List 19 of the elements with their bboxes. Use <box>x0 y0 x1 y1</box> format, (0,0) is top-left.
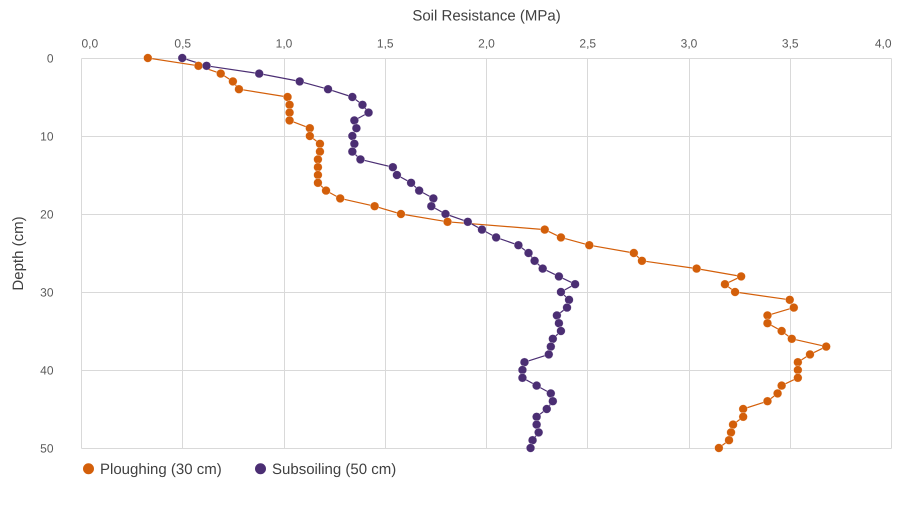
y-axis-title: Depth (cm) <box>10 216 28 291</box>
x-tick-label: 0,5 <box>174 36 192 50</box>
x-tick-label: 0,0 <box>82 36 99 50</box>
y-tick-label: 20 <box>40 208 54 222</box>
y-tick-label: 0 <box>46 52 54 66</box>
y-tick-label: 30 <box>40 286 54 300</box>
x-tick-label: 3,5 <box>782 36 799 50</box>
y-tick-label: 10 <box>40 130 54 144</box>
x-tick-label: 4,0 <box>874 36 892 50</box>
x-tick-label: 2,0 <box>478 36 496 50</box>
y-tick-label: 50 <box>40 442 54 456</box>
x-tick-label: 1,5 <box>376 36 394 50</box>
y-tick-label: 40 <box>40 364 54 378</box>
x-axis-title: Soil Resistance (MPa) <box>412 8 561 24</box>
x-tick-label: 2,5 <box>579 36 596 50</box>
legend-label: Ploughing (30 cm) <box>100 460 222 478</box>
legend-label: Subsoiling (50 cm) <box>272 460 396 478</box>
x-tick-label: 3,0 <box>680 36 698 50</box>
x-tick-label: 1,0 <box>276 36 293 50</box>
